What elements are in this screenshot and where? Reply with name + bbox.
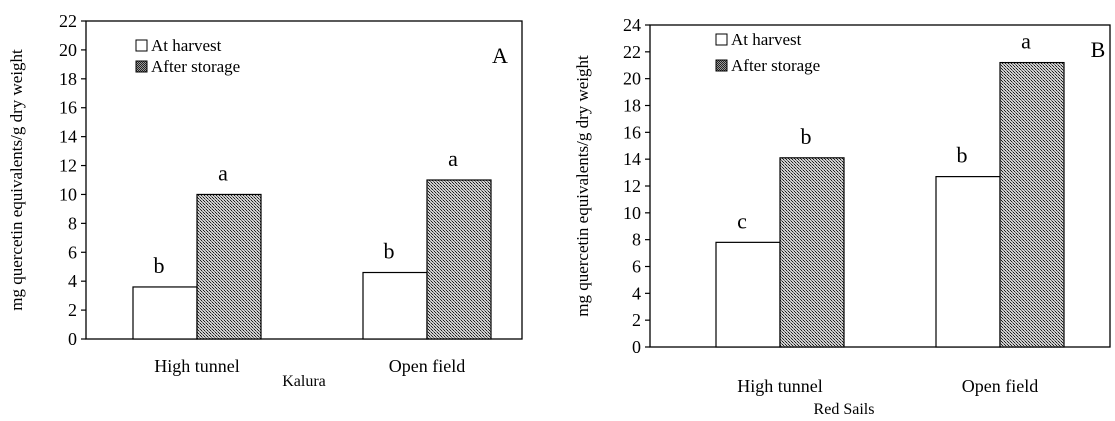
y-tick-label: 12 <box>59 156 77 176</box>
bar-significance-label: b <box>801 124 812 149</box>
legend-label: At harvest <box>731 30 802 49</box>
x-axis-label: Red Sails <box>814 401 875 418</box>
y-tick-label: 8 <box>632 230 641 250</box>
y-tick-label: 8 <box>68 213 77 233</box>
y-tick-label: 16 <box>623 122 641 142</box>
y-tick-label: 10 <box>59 184 77 204</box>
panel-label: B <box>1091 37 1106 62</box>
bar <box>426 179 492 340</box>
y-tick-label: 20 <box>623 69 641 89</box>
bar <box>196 193 262 340</box>
legend-swatch <box>135 60 148 73</box>
bar <box>999 61 1065 348</box>
x-axis-label: Kalura <box>282 373 326 390</box>
bar-significance-label: b <box>384 239 395 264</box>
panel-label: A <box>492 43 508 68</box>
bar-significance-label: b <box>957 143 968 168</box>
y-tick-label: 2 <box>68 300 77 320</box>
y-tick-label: 24 <box>623 15 641 35</box>
y-tick-label: 22 <box>59 11 77 31</box>
y-tick-label: 4 <box>632 283 641 303</box>
category-label: Open field <box>962 376 1038 396</box>
legend: At harvest After storage <box>706 30 838 86</box>
y-tick-label: 4 <box>68 271 77 291</box>
legend-swatch <box>135 39 148 52</box>
y-tick-label: 18 <box>59 69 77 89</box>
legend: At harvest After storage <box>126 28 256 86</box>
category-label: Open field <box>389 356 465 376</box>
y-tick-label: 0 <box>632 337 641 357</box>
y-tick-label: 10 <box>623 203 641 223</box>
bar <box>715 241 781 348</box>
y-tick-label: 20 <box>59 40 77 60</box>
legend-label: At harvest <box>151 36 222 55</box>
legend-swatch <box>715 33 728 46</box>
y-axis-label: mg quercetin equivalents/g dry weight <box>7 49 26 311</box>
bar <box>132 286 198 340</box>
y-axis-label: mg quercetin equivalents/g dry weight <box>573 55 592 317</box>
bar-significance-label: c <box>737 208 747 233</box>
bar <box>779 157 845 348</box>
category-label: High tunnel <box>737 376 823 396</box>
y-tick-label: 16 <box>59 98 77 118</box>
legend-label: After storage <box>151 57 240 76</box>
y-tick-label: 14 <box>59 127 77 147</box>
y-tick-label: 12 <box>623 176 641 196</box>
legend-box <box>126 28 256 86</box>
chart-panel-a: 0 2 4 6 8 10 12 14 16 18 20 22 mg quercetin equivale… <box>7 11 523 390</box>
y-tick-label: 14 <box>623 149 641 169</box>
y-tick-label: 22 <box>623 42 641 62</box>
legend-label: After storage <box>731 56 820 75</box>
y-tick-label: 18 <box>623 96 641 116</box>
y-tick-label: 6 <box>68 242 77 262</box>
bar <box>935 176 1001 348</box>
legend-swatch <box>715 59 728 72</box>
y-tick-label: 6 <box>632 257 641 277</box>
category-label: High tunnel <box>154 356 240 376</box>
y-tick-label: 0 <box>68 329 77 349</box>
y-tick-label: 2 <box>632 310 641 330</box>
bar-significance-label: a <box>448 146 458 171</box>
legend-box <box>706 31 838 86</box>
bar <box>362 271 428 340</box>
bar-significance-label: a <box>1021 29 1031 54</box>
bar-significance-label: a <box>218 160 228 185</box>
plot-frame <box>85 20 523 340</box>
bar-significance-label: b <box>154 253 165 278</box>
